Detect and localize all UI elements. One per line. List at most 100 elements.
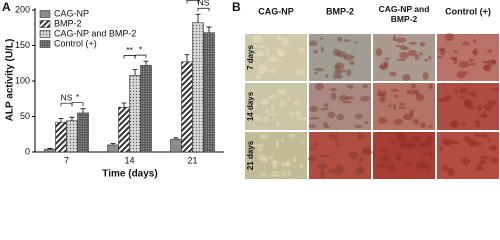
micrograph-texture <box>342 51 347 60</box>
micrograph-texture <box>307 155 317 162</box>
micrograph-texture <box>309 106 318 113</box>
column-header: BMP-2 <box>326 6 354 16</box>
micrograph-texture <box>449 56 458 61</box>
micrograph-texture <box>452 49 459 53</box>
micrograph-texture <box>254 75 261 80</box>
micrograph-texture <box>467 139 477 147</box>
micrograph-texture <box>458 96 467 99</box>
micrograph-texture <box>460 157 471 165</box>
micrograph-texture <box>462 41 470 46</box>
micrograph-texture <box>392 104 397 110</box>
micrograph <box>373 131 435 179</box>
y-tick-label: 50 <box>20 111 30 121</box>
legend-swatch <box>39 20 51 28</box>
micrograph-texture <box>482 64 490 71</box>
micrograph-texture <box>339 50 344 58</box>
micrograph-texture <box>398 106 407 110</box>
micrograph-texture <box>334 164 343 173</box>
micrograph-texture <box>319 37 324 40</box>
micrograph-texture <box>377 117 388 125</box>
micrograph-texture <box>383 60 389 68</box>
micrograph-texture <box>414 54 420 61</box>
error-bar <box>80 108 86 113</box>
micrograph-texture <box>428 83 433 90</box>
micrograph-texture <box>443 141 450 144</box>
micrograph-texture <box>258 143 265 147</box>
micrograph-texture <box>442 138 447 141</box>
y-axis-label: ALP activity (U/L) <box>5 39 16 122</box>
micrograph-texture <box>325 74 329 79</box>
bar <box>44 148 56 153</box>
micrograph-texture <box>276 35 282 41</box>
micrograph-texture <box>470 141 482 147</box>
significance-label: NS <box>61 92 73 102</box>
micrograph-bg <box>373 34 435 81</box>
micrograph-texture <box>392 34 397 42</box>
micrograph-texture <box>379 62 388 71</box>
micrograph-texture <box>376 163 386 168</box>
micrograph-texture <box>378 89 382 96</box>
micrograph-texture <box>479 133 490 138</box>
bar <box>192 22 204 153</box>
micrograph-texture <box>269 94 279 99</box>
micrograph-texture <box>400 131 406 139</box>
micrograph-texture <box>298 47 305 53</box>
micrograph-texture <box>262 116 269 123</box>
micrograph-texture <box>281 41 290 46</box>
micrograph-texture <box>403 46 409 51</box>
micrograph-texture <box>408 41 418 45</box>
error-bar <box>47 148 53 150</box>
micrograph-texture <box>354 168 365 175</box>
micrograph-texture <box>390 88 400 92</box>
micrograph-texture <box>403 113 414 120</box>
micrograph-texture <box>296 117 308 121</box>
micrograph-texture <box>439 47 446 56</box>
micrograph <box>373 34 435 82</box>
error-bar <box>206 26 212 33</box>
error-bar <box>110 143 116 145</box>
micrograph <box>437 83 500 130</box>
column-header: Control (+) <box>445 6 491 16</box>
micrograph-texture <box>247 93 255 100</box>
micrograph-texture <box>320 170 325 179</box>
micrograph-texture <box>419 122 427 128</box>
micrograph-texture <box>419 52 423 56</box>
micrograph-texture <box>253 115 262 122</box>
micrograph-texture <box>258 45 268 49</box>
micrograph-texture <box>299 164 304 168</box>
micrograph-texture <box>384 57 390 60</box>
micrograph-texture <box>379 95 386 103</box>
micrograph-texture <box>487 138 492 142</box>
micrograph-texture <box>333 171 342 175</box>
error-bar <box>143 60 149 66</box>
legend-label: Control (+) <box>54 38 97 48</box>
micrograph-texture <box>257 71 265 75</box>
micrograph-texture <box>416 143 428 147</box>
bar <box>181 61 193 153</box>
error-bar <box>195 13 201 23</box>
micrograph-texture <box>450 140 461 145</box>
micrograph-texture <box>395 37 407 43</box>
micrograph-texture <box>408 49 418 57</box>
micrograph-texture <box>399 102 406 106</box>
micrograph-texture <box>441 165 448 171</box>
micrograph-texture <box>287 169 291 177</box>
micrograph-texture <box>282 170 286 177</box>
micrograph-texture <box>249 53 261 57</box>
micrograph-texture <box>271 160 279 164</box>
micrograph-texture <box>249 103 259 106</box>
micrograph-texture <box>411 83 416 89</box>
legend-label: CAG-NP <box>54 8 89 18</box>
micrograph-bg <box>245 83 307 130</box>
micrograph-texture <box>451 120 460 129</box>
error-bar <box>121 102 127 108</box>
micrograph-texture <box>437 48 446 51</box>
micrograph-texture <box>313 141 319 147</box>
bar <box>107 144 119 153</box>
micrograph-texture <box>277 50 287 57</box>
micrograph-texture <box>335 62 345 70</box>
micrograph-texture <box>343 54 355 61</box>
y-tick-label: 0 <box>25 146 30 156</box>
micrograph-texture <box>461 122 467 126</box>
micrograph-texture <box>483 64 492 72</box>
